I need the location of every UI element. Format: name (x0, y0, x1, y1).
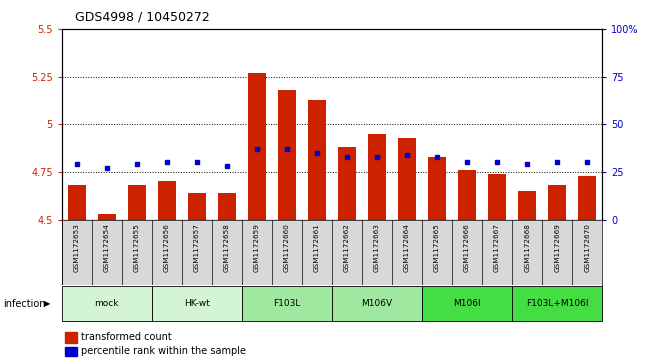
Bar (128, 185, 146, 220)
Text: F103L+M106I: F103L+M106I (526, 299, 589, 307)
Text: transformed count: transformed count (81, 332, 172, 342)
Text: GSM1172659: GSM1172659 (254, 224, 260, 273)
FancyBboxPatch shape (62, 286, 152, 321)
Text: GSM1172670: GSM1172670 (584, 224, 590, 273)
Bar (488, 174, 506, 220)
Text: GSM1172667: GSM1172667 (494, 224, 500, 273)
Text: GSM1172665: GSM1172665 (434, 224, 440, 273)
Text: F103L: F103L (273, 299, 301, 307)
Bar (458, 170, 476, 220)
Text: M106V: M106V (361, 299, 393, 307)
Text: GSM1172668: GSM1172668 (524, 224, 530, 273)
Text: GSM1172662: GSM1172662 (344, 224, 350, 273)
Text: GSM1172660: GSM1172660 (284, 224, 290, 273)
Bar (578, 176, 596, 220)
Text: GSM1172661: GSM1172661 (314, 224, 320, 273)
Text: GSM1172663: GSM1172663 (374, 224, 380, 273)
Text: GSM1172657: GSM1172657 (194, 224, 200, 273)
Text: GSM1172654: GSM1172654 (104, 224, 110, 273)
Text: GSM1172655: GSM1172655 (134, 224, 140, 273)
Bar (428, 157, 446, 220)
Text: M106I: M106I (453, 299, 481, 307)
Bar (158, 182, 176, 220)
FancyBboxPatch shape (242, 286, 332, 321)
Bar (308, 99, 326, 220)
Bar (368, 134, 386, 220)
Text: HK-wt: HK-wt (184, 299, 210, 307)
Bar (68, 185, 86, 220)
Text: GSM1172656: GSM1172656 (164, 224, 170, 273)
FancyBboxPatch shape (152, 286, 242, 321)
Bar (248, 73, 266, 220)
Bar (218, 193, 236, 220)
Bar (338, 147, 356, 220)
Text: GDS4998 / 10450272: GDS4998 / 10450272 (75, 11, 210, 24)
Bar (98, 214, 116, 220)
Text: GSM1172658: GSM1172658 (224, 224, 230, 273)
Text: ▶: ▶ (44, 299, 51, 308)
Text: mock: mock (94, 299, 119, 307)
Bar (398, 138, 416, 220)
Text: infection: infection (3, 299, 46, 309)
Bar (278, 90, 296, 220)
FancyBboxPatch shape (512, 286, 602, 321)
Text: GSM1172664: GSM1172664 (404, 224, 410, 273)
Bar (548, 185, 566, 220)
Text: GSM1172669: GSM1172669 (554, 224, 560, 273)
FancyBboxPatch shape (332, 286, 422, 321)
Text: percentile rank within the sample: percentile rank within the sample (81, 346, 246, 356)
Bar (188, 193, 206, 220)
Text: GSM1172666: GSM1172666 (464, 224, 470, 273)
Text: GSM1172653: GSM1172653 (74, 224, 80, 273)
Bar (518, 191, 536, 220)
FancyBboxPatch shape (422, 286, 512, 321)
